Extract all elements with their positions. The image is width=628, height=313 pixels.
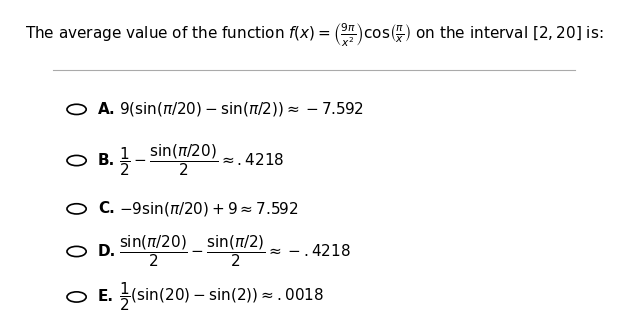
Text: $9(\sin(\pi/20) - \sin(\pi/2)) \approx -7.592$: $9(\sin(\pi/20) - \sin(\pi/2)) \approx -… — [119, 100, 364, 118]
Text: B.: B. — [98, 153, 115, 168]
Text: A.: A. — [98, 102, 116, 117]
Text: The average value of the function $f(x) = \left(\frac{9\pi}{x^2}\right)\cos\!\le: The average value of the function $f(x) … — [24, 22, 604, 49]
Text: C.: C. — [98, 201, 115, 216]
Text: $\dfrac{\sin(\pi/20)}{2} - \dfrac{\sin(\pi/2)}{2} \approx -.4218$: $\dfrac{\sin(\pi/20)}{2} - \dfrac{\sin(\… — [119, 233, 351, 269]
Text: $\dfrac{1}{2} - \dfrac{\sin(\pi/20)}{2} \approx .4218$: $\dfrac{1}{2} - \dfrac{\sin(\pi/20)}{2} … — [119, 143, 284, 178]
Text: E.: E. — [98, 290, 114, 305]
Text: $\dfrac{1}{2}(\sin(20) - \sin(2)) \approx .0018$: $\dfrac{1}{2}(\sin(20) - \sin(2)) \appro… — [119, 280, 324, 313]
Text: D.: D. — [98, 244, 116, 259]
Text: $-9\sin(\pi/20) + 9 \approx 7.592$: $-9\sin(\pi/20) + 9 \approx 7.592$ — [119, 200, 299, 218]
